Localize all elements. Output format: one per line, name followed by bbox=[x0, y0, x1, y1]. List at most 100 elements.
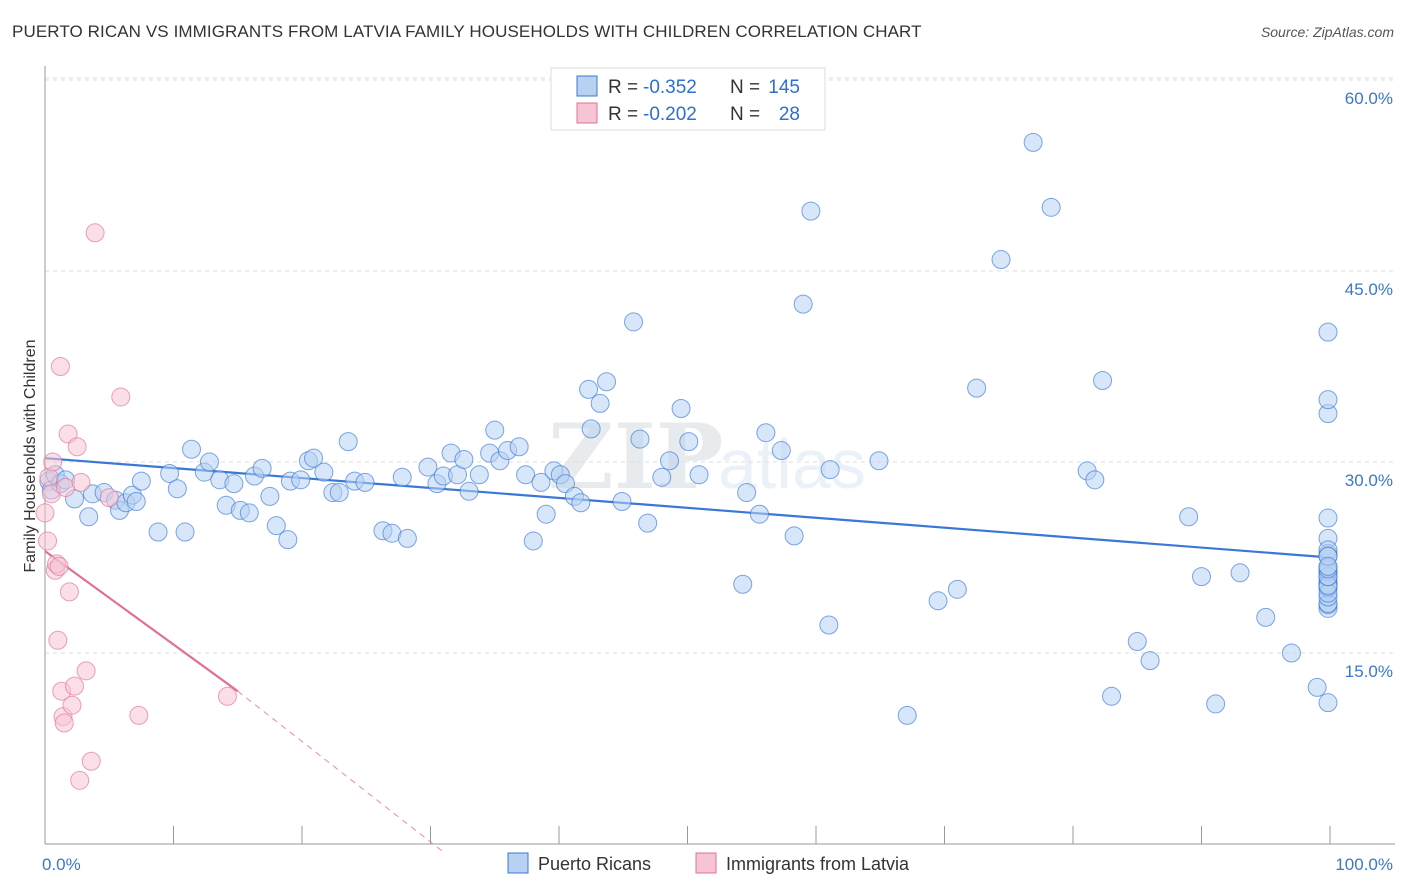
point-puerto-ricans bbox=[1230, 563, 1250, 583]
point-puerto-ricans bbox=[148, 522, 168, 542]
point-puerto-ricans bbox=[1127, 632, 1147, 652]
point-puerto-ricans bbox=[947, 579, 967, 599]
point-puerto-ricans bbox=[928, 591, 948, 611]
point-puerto-ricans bbox=[175, 522, 195, 542]
point-puerto-ricans bbox=[536, 504, 556, 524]
trend-line-latvia-extension bbox=[237, 690, 444, 853]
point-latvia bbox=[50, 357, 70, 376]
point-latvia bbox=[76, 661, 96, 681]
point-puerto-ricans bbox=[516, 465, 536, 485]
point-puerto-ricans bbox=[571, 493, 591, 513]
point-puerto-ricans bbox=[397, 528, 417, 548]
point-puerto-ricans bbox=[1093, 371, 1113, 391]
point-puerto-ricans bbox=[967, 378, 987, 398]
point-latvia bbox=[70, 770, 90, 790]
point-puerto-ricans bbox=[1318, 508, 1338, 528]
point-puerto-ricans bbox=[1140, 651, 1160, 671]
point-puerto-ricans bbox=[1318, 556, 1338, 576]
y-tick-label: 30.0% bbox=[1345, 471, 1393, 490]
chart-title: PUERTO RICAN VS IMMIGRANTS FROM LATVIA F… bbox=[12, 22, 922, 41]
point-latvia bbox=[35, 503, 55, 523]
point-puerto-ricans bbox=[1085, 470, 1105, 490]
point-puerto-ricans bbox=[1307, 677, 1327, 697]
point-puerto-ricans bbox=[291, 470, 311, 490]
x-tick-label-max: 100.0% bbox=[1335, 855, 1393, 874]
point-latvia bbox=[62, 695, 82, 715]
point-puerto-ricans bbox=[624, 312, 644, 332]
series-legend: Puerto Ricans Immigrants from Latvia bbox=[507, 852, 910, 874]
point-latvia bbox=[217, 686, 237, 706]
legend-r-value-1: -0.352 bbox=[643, 77, 697, 98]
point-puerto-ricans bbox=[79, 507, 99, 527]
point-puerto-ricans bbox=[126, 491, 146, 511]
point-puerto-ricans bbox=[1206, 694, 1226, 714]
axes: 15.0% 30.0% 45.0% 60.0% 0.0% 100.0% bbox=[42, 66, 1395, 874]
trend-line-latvia bbox=[44, 550, 239, 693]
point-puerto-ricans bbox=[239, 503, 259, 523]
point-puerto-ricans bbox=[689, 465, 709, 485]
point-puerto-ricans bbox=[454, 449, 474, 469]
point-latvia bbox=[67, 437, 87, 457]
point-puerto-ricans bbox=[266, 516, 286, 536]
legend-swatch-latvia bbox=[576, 102, 598, 124]
legend-n-value-2: 28 bbox=[779, 104, 800, 125]
bottom-legend-swatch-latvia bbox=[695, 852, 717, 874]
y-tick-label: 15.0% bbox=[1345, 662, 1393, 681]
point-latvia bbox=[49, 556, 69, 576]
point-puerto-ricans bbox=[459, 481, 479, 501]
point-puerto-ricans bbox=[638, 513, 658, 533]
point-puerto-ricans bbox=[224, 474, 244, 494]
point-puerto-ricans bbox=[819, 615, 839, 635]
point-puerto-ricans bbox=[612, 491, 632, 511]
data-points bbox=[35, 132, 1338, 790]
point-puerto-ricans bbox=[991, 250, 1011, 270]
point-puerto-ricans bbox=[1256, 607, 1276, 627]
point-puerto-ricans bbox=[869, 451, 889, 471]
point-puerto-ricans bbox=[671, 399, 691, 419]
point-puerto-ricans bbox=[199, 452, 219, 472]
point-puerto-ricans bbox=[897, 705, 917, 725]
point-puerto-ricans bbox=[793, 294, 813, 314]
y-tick-label: 60.0% bbox=[1345, 89, 1393, 108]
point-puerto-ricans bbox=[160, 463, 180, 483]
point-puerto-ricans bbox=[771, 441, 791, 461]
legend-r-label-1: R = bbox=[608, 77, 638, 98]
bottom-legend-swatch-puerto-ricans bbox=[507, 852, 529, 874]
point-puerto-ricans bbox=[252, 458, 272, 478]
point-latvia bbox=[81, 751, 101, 771]
stats-legend: R = -0.352 N = 145 R = -0.202 N = 28 bbox=[550, 67, 826, 131]
point-puerto-ricans bbox=[737, 483, 757, 503]
point-puerto-ricans bbox=[581, 419, 601, 439]
point-latvia bbox=[38, 531, 58, 551]
point-puerto-ricans bbox=[784, 526, 804, 546]
point-latvia bbox=[54, 713, 74, 733]
point-puerto-ricans bbox=[597, 372, 617, 392]
legend-n-label-2: N = bbox=[730, 104, 760, 125]
point-puerto-ricans bbox=[304, 448, 324, 468]
y-tick-label: 45.0% bbox=[1345, 280, 1393, 299]
point-latvia bbox=[111, 387, 131, 407]
point-puerto-ricans bbox=[1102, 686, 1122, 706]
point-puerto-ricans bbox=[756, 423, 776, 443]
point-puerto-ricans bbox=[260, 486, 280, 506]
point-puerto-ricans bbox=[1318, 693, 1338, 713]
point-puerto-ricans bbox=[523, 531, 543, 551]
point-puerto-ricans bbox=[1023, 132, 1043, 152]
point-puerto-ricans bbox=[329, 483, 349, 503]
point-puerto-ricans bbox=[1318, 322, 1338, 342]
point-puerto-ricans bbox=[1179, 507, 1199, 527]
point-puerto-ricans bbox=[590, 393, 610, 413]
point-latvia bbox=[99, 488, 119, 508]
point-puerto-ricans bbox=[278, 530, 298, 550]
point-puerto-ricans bbox=[630, 429, 650, 449]
source-label: Source: ZipAtlas.com bbox=[1260, 24, 1394, 40]
point-puerto-ricans bbox=[485, 420, 505, 440]
point-puerto-ricans bbox=[679, 432, 699, 452]
point-latvia bbox=[48, 630, 68, 650]
point-puerto-ricans bbox=[820, 460, 840, 480]
bottom-legend-latvia: Immigrants from Latvia bbox=[726, 854, 910, 874]
point-latvia bbox=[65, 676, 85, 696]
point-puerto-ricans bbox=[733, 574, 753, 594]
point-latvia bbox=[85, 223, 105, 243]
